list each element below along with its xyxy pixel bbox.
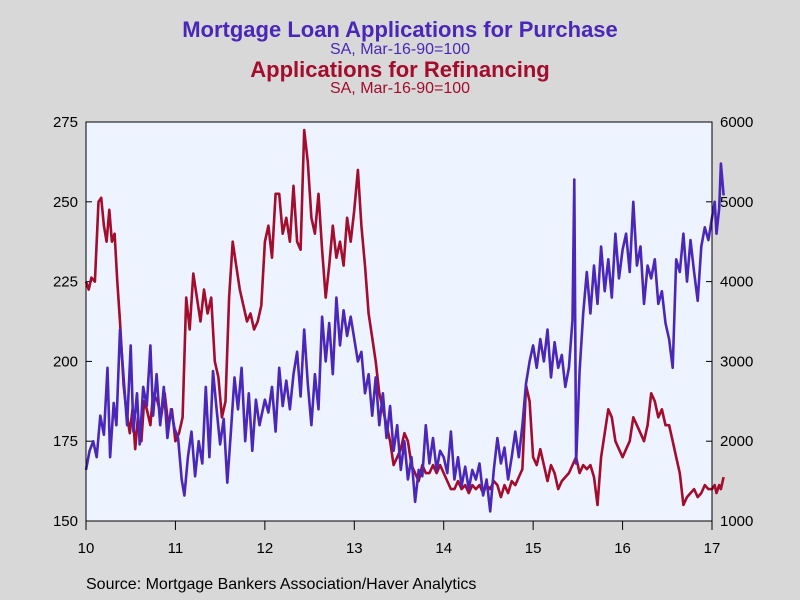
left-tick-label: 275 [53, 114, 78, 131]
chart-title-2: Applications for Refinancing [250, 57, 550, 82]
x-tick-label: 12 [257, 540, 274, 557]
x-tick-label: 14 [435, 540, 452, 557]
left-tick-label: 250 [53, 194, 78, 211]
plot-frame [85, 121, 713, 522]
right-tick-label: 3000 [720, 353, 753, 370]
x-tick-label: 10 [78, 540, 95, 557]
chart-title-block: Mortgage Loan Applications for Purchase … [0, 18, 800, 97]
x-tick-label: 11 [168, 540, 184, 557]
x-tick-label: 16 [614, 540, 631, 557]
x-tick-label: 15 [525, 540, 542, 557]
left-tick-label: 150 [53, 513, 78, 530]
left-tick-label: 225 [53, 274, 78, 291]
right-tick-label: 5000 [720, 194, 753, 211]
x-tick-label: 13 [346, 540, 363, 557]
chart-subtitle-2: SA, Mar-16-90=100 [329, 80, 471, 97]
right-tick-label: 2000 [720, 433, 753, 450]
chart-title: Mortgage Loan Applications for Purchase [182, 17, 618, 42]
source-note: Source: Mortgage Bankers Association/Hav… [86, 576, 477, 593]
axis-labels: 150 175 200 225 250 275 1000 2000 3000 4000 5000 60… [53, 114, 753, 557]
left-tick-label: 200 [53, 353, 78, 370]
series-lines [84, 128, 725, 513]
left-tick-label: 175 [53, 433, 78, 450]
right-tick-label: 1000 [720, 513, 753, 530]
right-tick-label: 6000 [720, 114, 753, 131]
right-tick-label: 4000 [720, 274, 753, 291]
chart-subtitle: SA, Mar-16-90=100 [329, 41, 471, 58]
purchase-series-line [84, 162, 725, 513]
refinancing-series-line [84, 128, 725, 507]
x-tick-label: 17 [704, 540, 721, 557]
